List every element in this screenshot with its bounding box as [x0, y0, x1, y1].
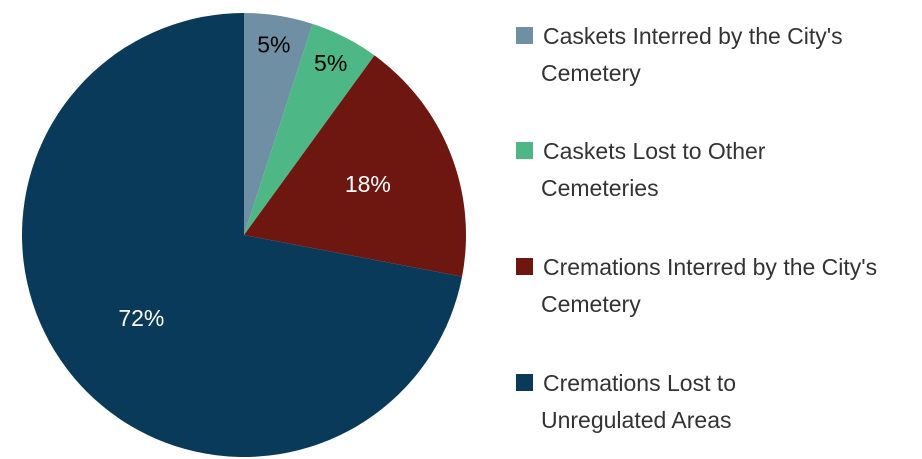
legend-label: Cremations Interred by the City's Cemete…	[541, 254, 878, 317]
data-label: 72%	[118, 305, 164, 331]
legend-swatch	[516, 258, 533, 275]
pie-area: 5% 5% 18% 72%	[21, 13, 466, 457]
legend-item: Cremations Interred by the City's Cemete…	[516, 249, 891, 323]
legend-swatch	[516, 374, 533, 391]
pie-slice	[244, 55, 466, 277]
legend-item: Cremations Lost to Unregulated Areas	[516, 365, 811, 439]
pie-slice	[21, 13, 463, 457]
legend-item: Caskets Lost to Other Cemeteries	[516, 133, 841, 207]
legend-swatch	[516, 27, 533, 44]
legend-item: Caskets Interred by the City's Cemetery	[516, 18, 911, 92]
data-label: 5%	[314, 50, 347, 76]
legend-label: Cremations Lost to Unregulated Areas	[541, 370, 737, 433]
legend-swatch	[516, 142, 533, 159]
legend-label: Caskets Interred by the City's Cemetery	[541, 23, 843, 86]
pie-slice	[244, 23, 375, 236]
data-label: 5%	[257, 32, 290, 58]
pie-slice	[244, 13, 313, 235]
legend-label: Caskets Lost to Other Cemeteries	[541, 138, 766, 201]
data-label: 18%	[345, 171, 391, 197]
